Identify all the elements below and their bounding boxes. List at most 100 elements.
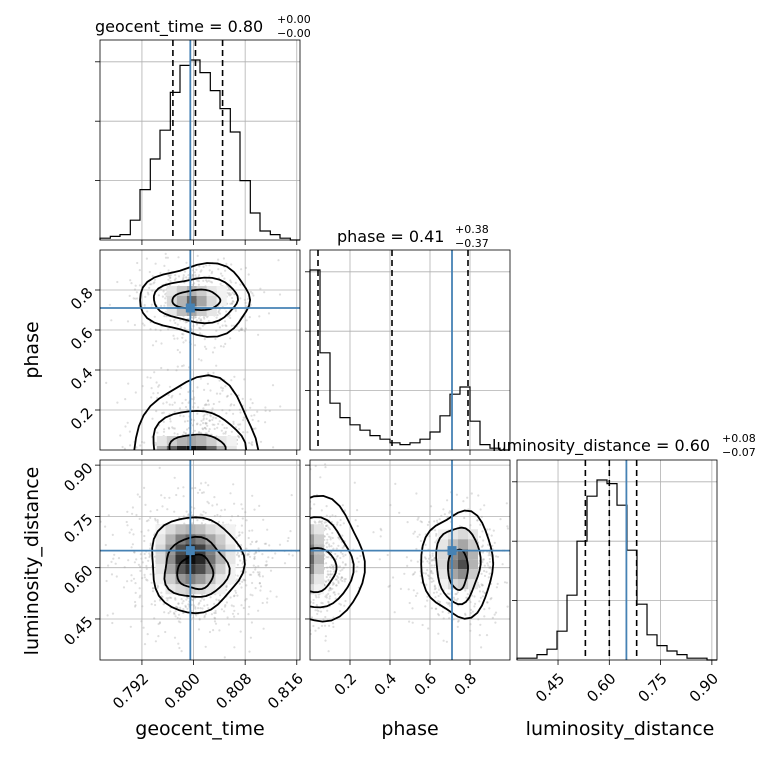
left-point-243	[340, 576, 343, 579]
upper-point-265	[219, 312, 222, 315]
lower-point-536	[187, 456, 189, 458]
left-point-114	[325, 542, 328, 545]
left-point-100	[272, 560, 274, 562]
lower-cell-0-3	[186, 436, 197, 446]
left-point-555	[331, 587, 334, 590]
left-point-525	[335, 578, 338, 581]
lower-point-297	[221, 389, 224, 392]
lower-point-231	[204, 475, 206, 477]
right-point-430	[463, 516, 466, 520]
right-point-22	[436, 521, 439, 524]
upper-cell-1-5	[216, 296, 227, 306]
lower-point-580	[212, 371, 215, 374]
upper-point-485	[199, 327, 202, 330]
left-point-629	[320, 601, 323, 605]
upper-point-387	[167, 328, 170, 331]
right-point-74	[435, 591, 438, 594]
upper-point-177	[222, 257, 225, 260]
lower-point-553	[193, 402, 196, 405]
lower-point-632	[192, 456, 194, 458]
lower-point-564	[152, 490, 154, 492]
upper-point-479	[191, 269, 194, 272]
main-point-31	[232, 595, 236, 598]
main-point-551	[238, 531, 241, 534]
contour-right-2	[435, 526, 482, 606]
right-point-103	[434, 541, 437, 544]
main-point-606	[204, 481, 207, 484]
right-point-198	[546, 511, 548, 513]
lower-point-338	[241, 514, 243, 516]
left-point-659	[294, 574, 296, 576]
left-point-625	[303, 553, 305, 555]
left-point-190	[283, 560, 285, 562]
upper-point-74	[219, 272, 223, 275]
right-point-317	[431, 552, 434, 555]
main-point-106	[244, 599, 247, 602]
main-point-498	[253, 555, 256, 558]
left-point-155	[339, 603, 342, 606]
main-point-967	[236, 551, 239, 555]
title-phase: phase = 0.41	[337, 227, 444, 246]
right-point-156	[419, 539, 422, 543]
left-point-443	[306, 589, 308, 591]
left-point-578	[302, 561, 304, 563]
upper-point-65	[199, 332, 202, 335]
main-point-862	[230, 515, 234, 518]
right-point-136	[454, 593, 457, 596]
left-point-61	[331, 536, 334, 540]
left-point-638	[328, 587, 332, 590]
main-point-866	[161, 595, 164, 599]
lower-point-304	[226, 463, 228, 465]
lower-point-8	[172, 466, 174, 468]
right-point-267	[479, 523, 482, 526]
contour-lower-1	[168, 433, 227, 450]
lower-point-265	[170, 504, 172, 506]
lower-point-374	[175, 480, 177, 482]
upper-point-332	[151, 275, 154, 278]
left-point-401	[270, 586, 272, 588]
main-point-467	[147, 559, 150, 562]
main-point-385	[257, 573, 260, 577]
upper-point-245	[198, 317, 201, 320]
main-point-335	[224, 604, 227, 607]
main-point-721	[269, 569, 273, 572]
main-point-20	[245, 584, 248, 587]
left-point-285	[302, 579, 304, 581]
main-point-760	[248, 529, 251, 532]
upper-cell-0-1	[176, 286, 187, 296]
lower-point-431	[161, 463, 163, 465]
main-point-109	[180, 650, 183, 653]
lower-point-366	[165, 500, 167, 502]
left-point-204	[303, 543, 305, 545]
lower-point-562	[205, 417, 208, 420]
lower-point-85	[184, 433, 187, 436]
lower-point-349	[173, 452, 175, 454]
left-point-66	[277, 535, 279, 537]
main-point-140	[156, 584, 159, 587]
right-point-436	[486, 562, 489, 565]
right-point-106	[483, 592, 486, 595]
left-point-170	[289, 568, 291, 570]
right-point-465	[478, 535, 482, 539]
main-point-864	[248, 650, 251, 653]
upper-point-244	[108, 303, 111, 306]
main-cell-2-5	[205, 544, 216, 555]
right-point-66	[426, 569, 429, 572]
left-point-392	[326, 609, 329, 612]
panel-phase-hist	[305, 249, 511, 455]
upper-point-155	[191, 274, 194, 277]
left-point-83	[329, 573, 332, 576]
lower-point-17	[205, 499, 207, 501]
lower-point-361	[178, 393, 182, 396]
left-point-259	[320, 509, 323, 512]
left-point-566	[277, 634, 279, 636]
lower-point-189	[244, 409, 247, 412]
left-point-479	[330, 520, 333, 524]
main-point-623	[230, 604, 233, 607]
left-point-303	[301, 579, 303, 581]
left-point-434	[357, 560, 360, 564]
upper-point-384	[243, 330, 246, 333]
left-point-672	[310, 616, 314, 619]
right-cell-1-2	[458, 539, 468, 550]
upper-point-186	[247, 273, 250, 276]
